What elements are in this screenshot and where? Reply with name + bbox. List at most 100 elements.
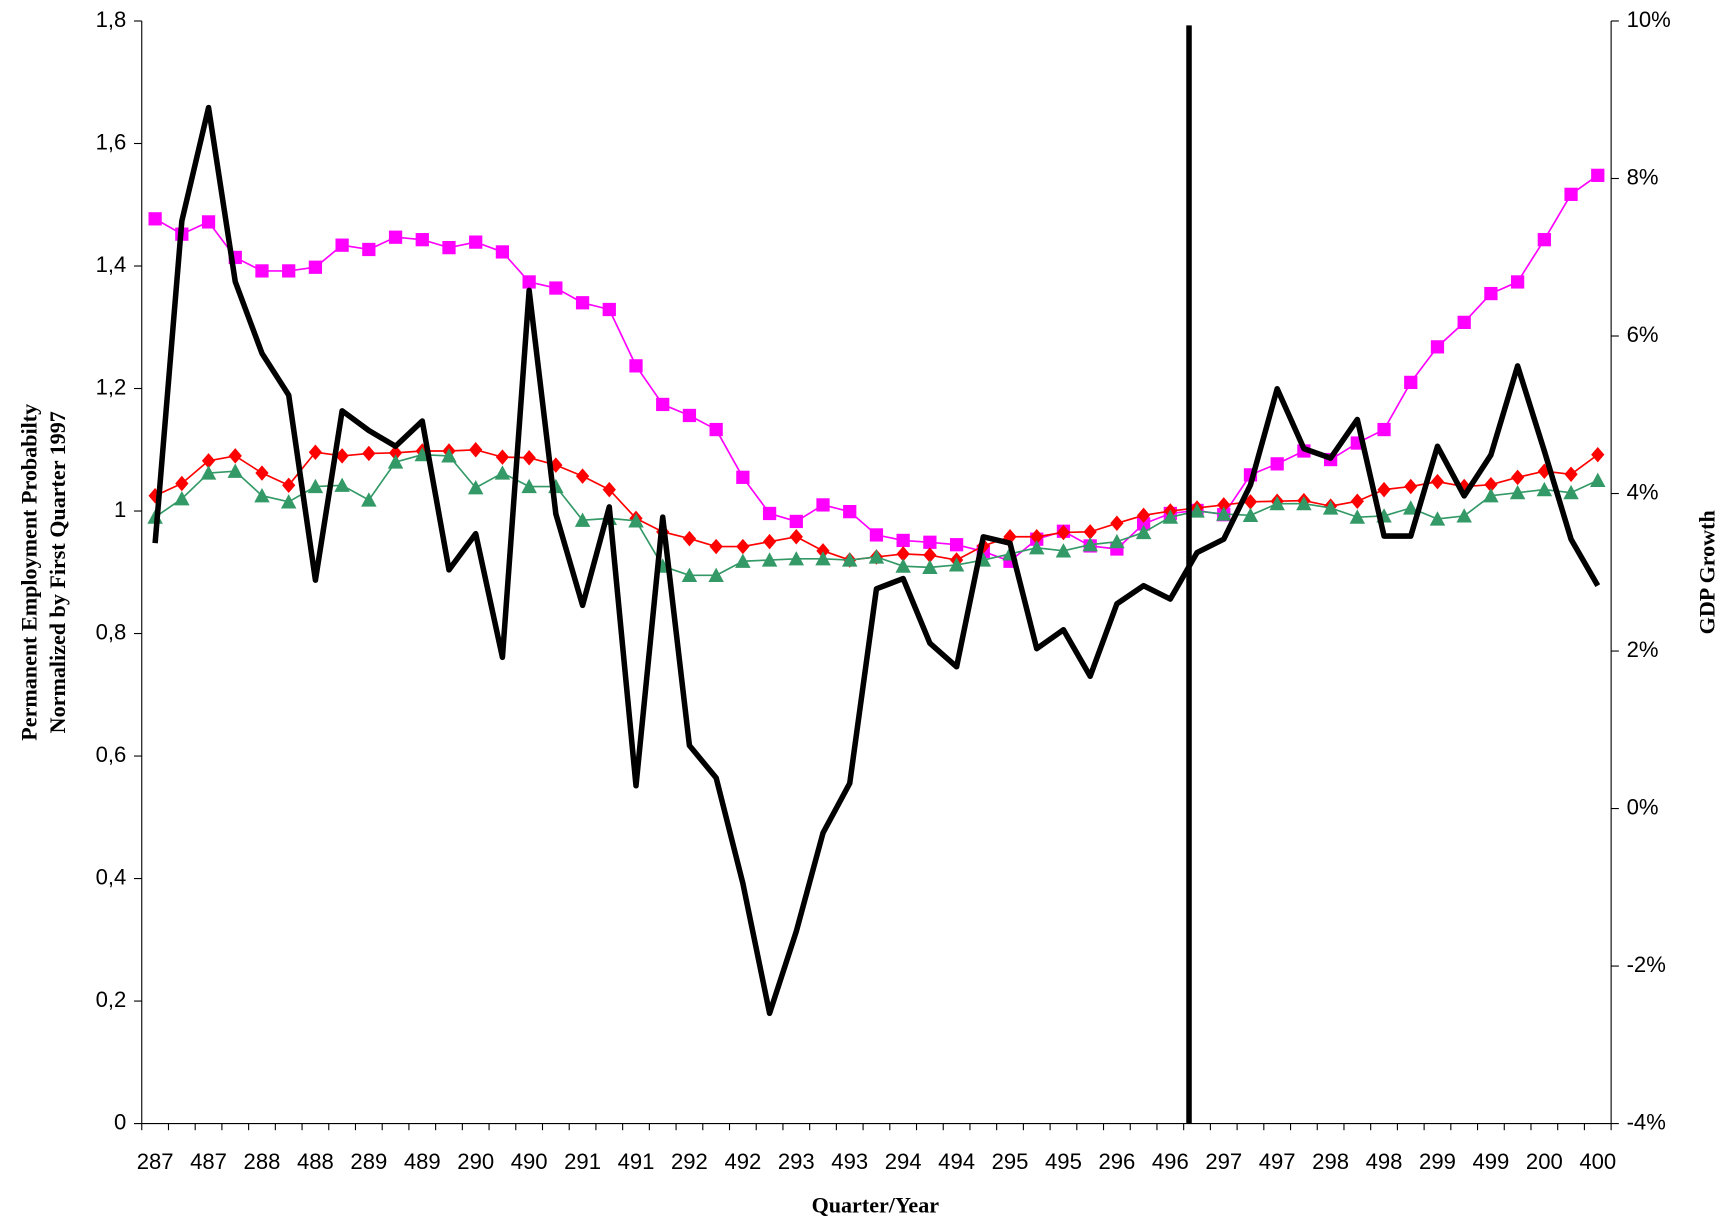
triangle-marker: [441, 448, 457, 463]
diamond-marker: [175, 475, 189, 492]
triangle-marker: [922, 559, 938, 575]
triangle-marker: [708, 567, 724, 582]
x-tick-label: 200: [1526, 1149, 1563, 1174]
x-tick-label: 295: [992, 1149, 1029, 1174]
square-marker: [736, 470, 750, 484]
triangle-marker: [1029, 540, 1045, 555]
square-marker: [923, 535, 937, 549]
triangle-marker: [1269, 495, 1285, 511]
square-marker: [255, 264, 269, 278]
triangle-marker: [174, 491, 190, 506]
diamond-marker: [709, 538, 723, 555]
diamond-marker: [495, 449, 510, 465]
x-tick-label: 288: [244, 1149, 281, 1174]
diamond-marker: [1243, 494, 1258, 510]
x-tick-label: 290: [457, 1149, 494, 1174]
x-tick-label: 496: [1152, 1149, 1189, 1174]
triangle-marker: [1563, 484, 1579, 500]
square-marker: [629, 359, 643, 373]
triangle-marker: [1109, 533, 1125, 549]
x-tick-label: 298: [1312, 1149, 1349, 1174]
square-marker: [201, 215, 216, 229]
triangle-marker: [1162, 509, 1179, 524]
diamond-marker: [1377, 481, 1391, 498]
triangle-marker: [1216, 506, 1232, 521]
x-tick-label: 488: [297, 1149, 334, 1174]
triangle-marker: [1349, 509, 1366, 524]
square-marker: [308, 260, 323, 274]
y-tick-label: 0,8: [96, 619, 127, 644]
diamond-marker: [762, 533, 777, 550]
triangle-marker: [735, 553, 751, 568]
y-tick-label: 1,8: [96, 7, 127, 32]
triangle-marker: [895, 558, 911, 573]
square-marker: [1484, 286, 1498, 301]
diamond-marker: [201, 453, 216, 469]
square-marker: [148, 212, 162, 226]
triangle-marker: [521, 478, 537, 494]
square-marker: [1430, 340, 1445, 354]
triangle-marker: [1509, 484, 1526, 500]
diamond-marker: [1136, 507, 1151, 524]
diamond-marker: [923, 547, 937, 563]
triangle-marker: [387, 454, 404, 469]
square-marker: [362, 242, 376, 257]
square-marker: [1537, 233, 1551, 247]
x-tick-label: 493: [831, 1149, 868, 1174]
square-marker: [282, 264, 296, 278]
triangle-marker: [761, 552, 778, 567]
triangle-marker: [361, 492, 377, 507]
triangle-marker: [1483, 487, 1499, 503]
y2-axis-title: GDP Growth: [1695, 510, 1720, 634]
diamond-marker: [282, 477, 296, 494]
square-marker: [469, 235, 483, 249]
triangle-marker: [494, 465, 511, 480]
y2-tick-label: -4%: [1627, 1109, 1666, 1134]
square-marker: [949, 538, 964, 552]
square-marker: [709, 422, 723, 437]
diamond-marker: [1404, 478, 1418, 495]
x-tick-label: 299: [1419, 1149, 1456, 1174]
triangle-marker: [307, 478, 324, 494]
x-tick-label: 487: [190, 1149, 227, 1174]
triangle-marker: [254, 487, 270, 503]
triangle-marker: [1082, 536, 1098, 552]
square-marker: [762, 506, 777, 521]
square-marker: [656, 397, 670, 412]
y2-tick-label: 6%: [1627, 322, 1659, 347]
triangle-marker: [628, 513, 644, 528]
y2-tick-label: -2%: [1627, 952, 1666, 977]
x-tick-label: 296: [1098, 1149, 1135, 1174]
y-tick-label: 1,4: [96, 252, 127, 277]
x-tick-label: 400: [1579, 1149, 1616, 1174]
x-tick-label: 293: [778, 1149, 815, 1174]
square-marker: [1591, 168, 1605, 182]
square-marker: [1564, 187, 1578, 201]
x-tick-label: 292: [671, 1149, 708, 1174]
x-tick-label: 495: [1045, 1149, 1082, 1174]
y2-tick-label: 2%: [1627, 637, 1659, 662]
diamond-marker: [602, 481, 616, 498]
square-marker: [602, 302, 616, 317]
y2-tick-label: 0%: [1627, 794, 1659, 819]
square-marker: [549, 281, 563, 295]
y-axis-title-line: Permanent Employment Probabilty: [16, 404, 41, 741]
square-marker: [843, 505, 857, 519]
x-tick-label: 297: [1205, 1149, 1242, 1174]
square-marker: [816, 498, 830, 512]
y-tick-label: 1: [114, 497, 126, 522]
y-axis-title-line: Normalized by First Quarter 1997: [45, 411, 70, 733]
square-marker: [522, 275, 536, 289]
triangle-marker: [1590, 472, 1606, 488]
triangle-marker: [788, 551, 805, 566]
y-tick-label: 1,2: [96, 374, 127, 399]
triangle-marker: [1456, 508, 1472, 523]
triangle-marker: [574, 512, 591, 527]
triangle-marker: [1189, 503, 1205, 518]
square-marker: [442, 241, 456, 255]
x-tick-label: 294: [885, 1149, 922, 1174]
x-tick-label: 499: [1472, 1149, 1509, 1174]
triangle-marker: [1242, 507, 1259, 522]
diamond-marker: [308, 444, 323, 460]
